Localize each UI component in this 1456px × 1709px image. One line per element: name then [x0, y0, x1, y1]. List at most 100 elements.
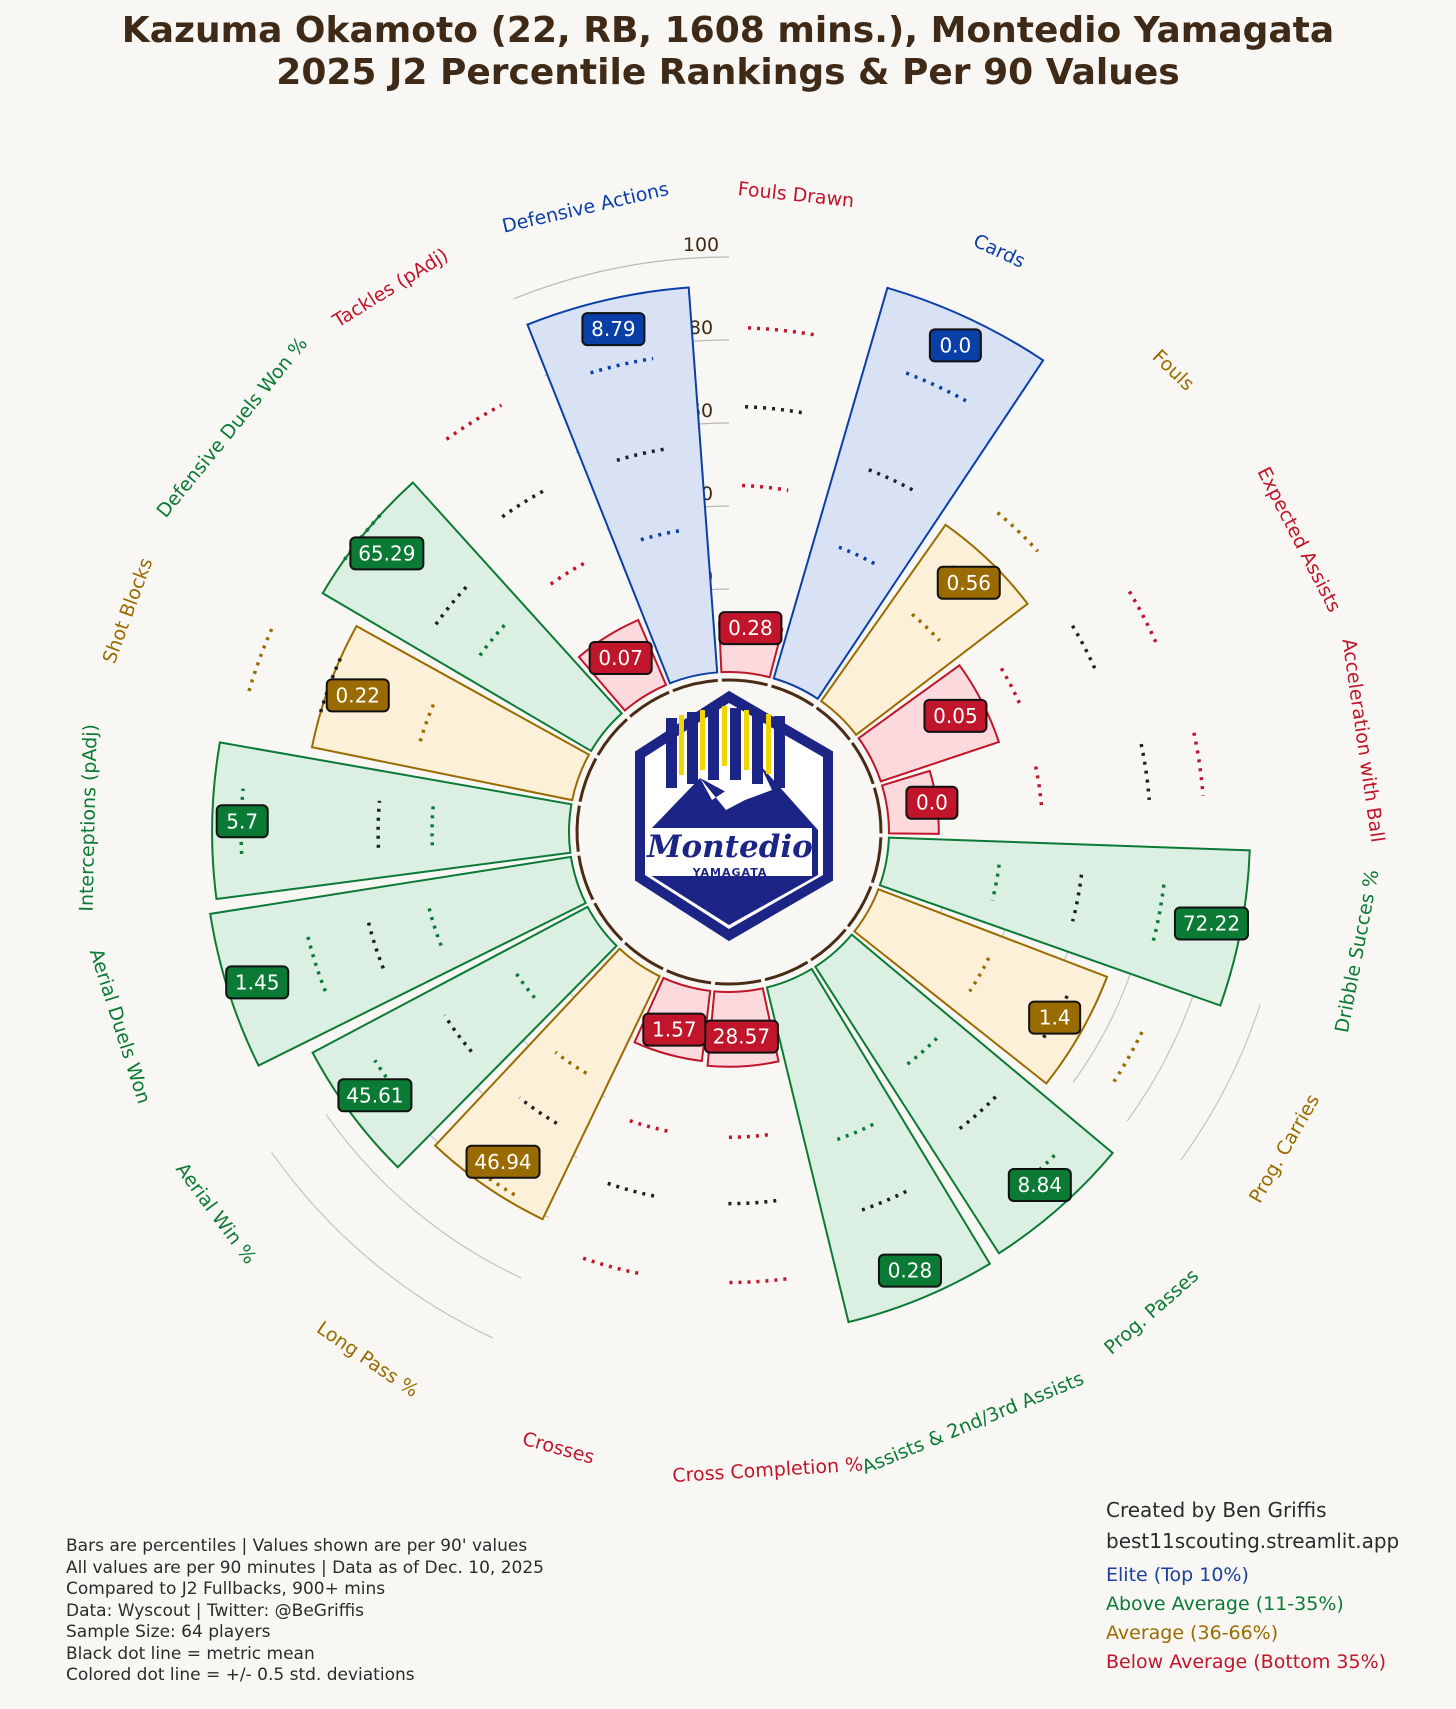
sd-high-dotline	[747, 326, 816, 337]
bar-1	[772, 286, 1045, 701]
inner-arc	[764, 960, 809, 982]
sd-high-dotline	[996, 511, 1040, 553]
value-badge-text: 0.07	[598, 646, 643, 670]
legend-above-average: Above Average (11-35%)	[1106, 1593, 1344, 1615]
value-badge-box	[1028, 1000, 1082, 1035]
value-badge: 1.57	[642, 1012, 707, 1047]
chart-title: Kazuma Okamoto (22, RB, 1608 mins.), Mon…	[0, 10, 1456, 94]
value-badge-text: 0.05	[933, 704, 978, 728]
value-badge-box	[718, 611, 783, 646]
inner-arc	[850, 742, 875, 785]
inner-arc	[771, 684, 815, 707]
metric-label: Cards	[970, 230, 1029, 273]
gridline-arc	[271, 1151, 494, 1339]
sd-low-dotline	[906, 1037, 939, 1066]
mean-dotline	[1070, 874, 1084, 922]
sd-high-dotline	[343, 509, 386, 561]
inner-arc	[672, 678, 718, 693]
mean-dotline	[856, 1189, 908, 1214]
sd-low-dotline	[627, 1118, 668, 1133]
value-badge-box	[225, 965, 290, 1000]
value-badge: 8.84	[1007, 1167, 1072, 1202]
mean-dotline	[366, 920, 385, 969]
inner-arc	[846, 885, 873, 928]
metric-label: Prog. Passes	[1100, 1265, 1203, 1359]
note-line: Colored dot line = +/- 0.5 std. deviatio…	[66, 1665, 415, 1685]
value-badge-box	[215, 804, 269, 839]
sd-low-dotline	[554, 1050, 588, 1075]
metric-label: Fouls	[1148, 345, 1199, 395]
value-badge: 0.28	[718, 611, 783, 646]
metric-label: Acceleration with Ball	[1337, 637, 1388, 844]
logo-stripes	[666, 706, 785, 788]
metric-label: Expected Assists	[1253, 463, 1346, 615]
sd-low-dotline	[832, 1122, 874, 1143]
value-badge-text: 65.29	[358, 541, 415, 565]
inner-arc	[577, 855, 595, 901]
value-badge-text: 28.57	[713, 1025, 770, 1049]
value-badge-box	[905, 785, 959, 820]
value-badge-text: 0.22	[335, 683, 380, 707]
gridline-arc	[325, 1113, 522, 1279]
mean-dotline	[956, 1095, 997, 1132]
chart-title-line2: 2025 J2 Percentile Rankings & Per 90 Val…	[276, 52, 1180, 93]
note-line: Compared to J2 Fullbacks, 900+ mins	[66, 1579, 386, 1599]
value-badge-text: 1.45	[235, 970, 280, 994]
value-badge-box	[581, 312, 646, 347]
sd-high-dotline	[726, 1277, 787, 1285]
inner-arc	[629, 690, 670, 718]
sd-low-dotline	[549, 561, 587, 586]
gridline-arc	[1126, 983, 1198, 1122]
value-badge: 0.22	[325, 678, 390, 713]
metric-label: Dribble Succes %	[1331, 868, 1383, 1035]
value-badge-box	[928, 328, 982, 363]
logo-text-band	[648, 828, 812, 876]
value-badge-box	[1007, 1167, 1072, 1202]
sd-high-dotline	[247, 627, 274, 692]
bars-layer	[209, 286, 1251, 1324]
mean-dotline	[605, 1181, 655, 1198]
sd-low-dotline	[640, 528, 681, 542]
value-badge-box	[588, 640, 653, 675]
note-line: Bars are percentiles | Values shown are …	[66, 1536, 528, 1556]
sd-low-dotline	[968, 957, 991, 993]
value-badges-layer: 0.28 0.0 0.56 0.05 0.0 72.22 1.4 8.84 0.28 28.57 1…	[215, 312, 1249, 1288]
sd-low-dotline	[478, 622, 508, 657]
inner-arc	[596, 718, 629, 756]
value-badge: 1.4	[1028, 1000, 1082, 1035]
value-badge-text: 0.28	[888, 1259, 933, 1283]
inner-arc	[810, 928, 847, 962]
value-badge-text: 8.79	[591, 317, 636, 341]
gridline-arc	[513, 256, 730, 300]
value-badge-box	[325, 678, 390, 713]
value-badge-text: 0.56	[946, 571, 991, 595]
inner-arc	[578, 757, 598, 803]
mean-dotline	[745, 404, 802, 415]
inner-arc	[872, 787, 883, 834]
mean-dotline	[518, 1096, 558, 1125]
value-badge-box	[1173, 906, 1249, 941]
bar-8	[765, 967, 992, 1324]
sd-low-dotline	[838, 545, 877, 566]
legend-elite: Elite (Top 10%)	[1106, 1564, 1249, 1586]
mean-dotline	[1139, 743, 1151, 800]
inner-arc	[593, 902, 624, 942]
mean-dotline	[868, 468, 917, 494]
value-badge-box	[349, 536, 425, 571]
sd-high-dotline	[445, 403, 503, 441]
legend: Elite (Top 10%) Above Average (11-35%) A…	[1106, 1561, 1386, 1677]
value-badge-text: 5.7	[226, 809, 258, 833]
value-badge-text: 8.84	[1018, 1173, 1063, 1197]
sd-high-dotline	[1007, 1154, 1056, 1198]
metric-label: Prog. Carries	[1245, 1091, 1324, 1207]
value-badge-box	[923, 698, 988, 733]
value-badge: 46.94	[465, 1144, 541, 1179]
radial-tick-label: 100	[683, 234, 719, 256]
value-badge: 65.29	[349, 536, 425, 571]
metric-label: Aerial Win %	[171, 1159, 260, 1269]
note-line: Data: Wyscout | Twitter: @BeGriffis	[66, 1600, 364, 1621]
mean-dotline	[726, 1198, 777, 1206]
metric-label: Defensive Actions	[500, 178, 671, 238]
sd-low-dotline	[430, 805, 435, 846]
